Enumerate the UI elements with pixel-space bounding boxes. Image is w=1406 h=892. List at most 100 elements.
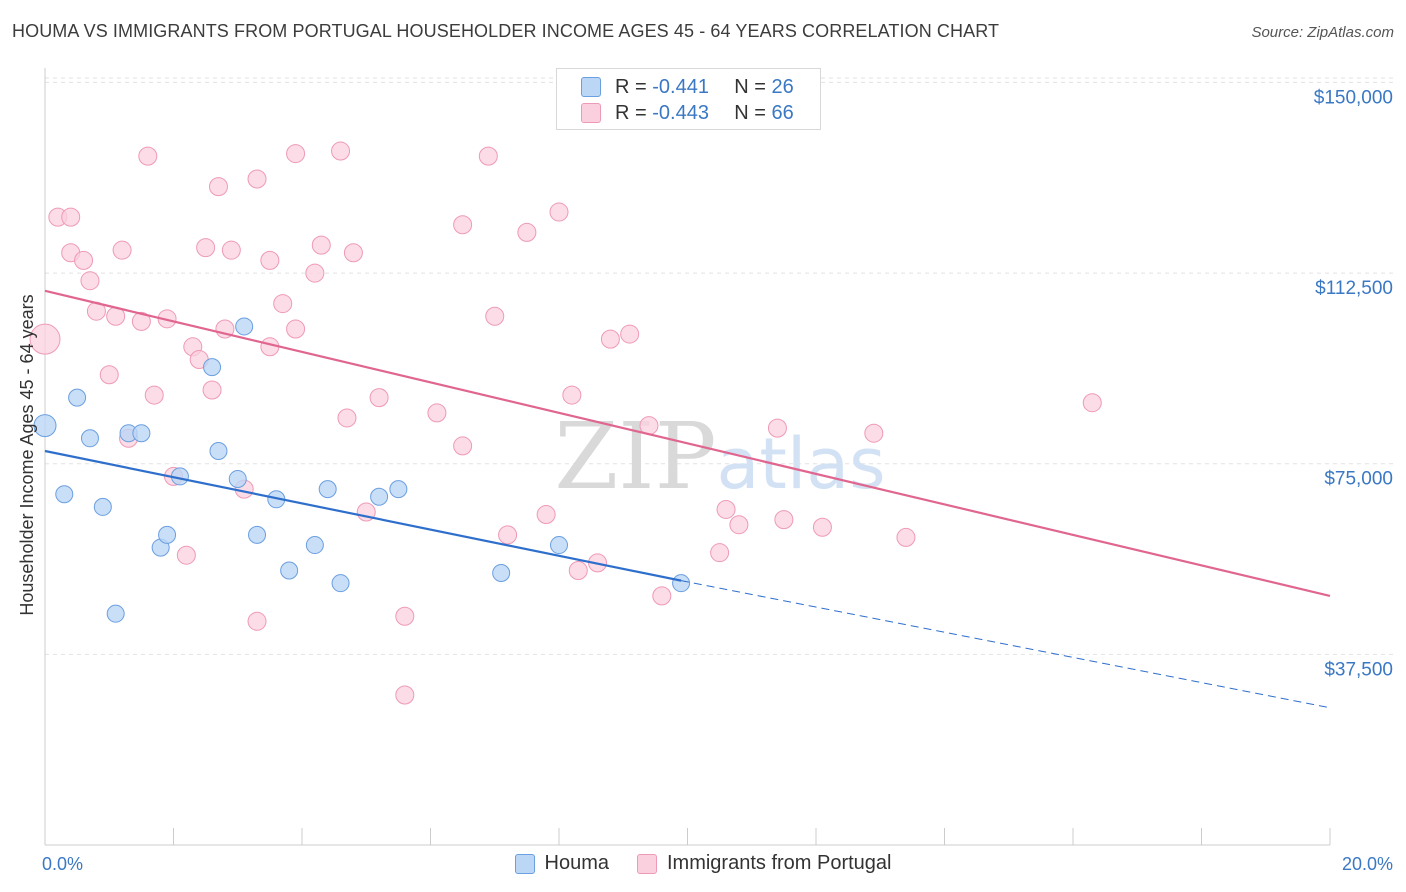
watermark-zip: ZIP [554, 403, 716, 510]
houma-point [203, 358, 222, 377]
houma-point [55, 485, 74, 504]
portugal-point [395, 685, 415, 705]
correlation-legend: R = -0.441 N = 26 R = -0.443 N = 66 [556, 68, 821, 130]
houma-point [93, 497, 112, 516]
legend-row-houma: R = -0.441 N = 26 [581, 75, 794, 99]
portugal-point [80, 271, 100, 291]
portugal-point [311, 235, 331, 255]
portugal-point [453, 436, 473, 456]
portugal-point [453, 215, 473, 235]
data-points [29, 141, 1102, 705]
legend-row-portugal: R = -0.443 N = 66 [581, 101, 794, 125]
portugal-point [562, 385, 582, 405]
y-tick-label: $37,500 [1324, 659, 1393, 680]
portugal-point [286, 144, 306, 164]
portugal-point [29, 323, 61, 355]
source-label: Source: ZipAtlas.com [1251, 24, 1394, 41]
portugal-point [176, 545, 196, 565]
series-legend: Houma Immigrants from Portugal [0, 852, 1406, 875]
legend-item-houma: Houma [514, 852, 609, 875]
n-value: 66 [771, 101, 794, 124]
portugal-point [138, 146, 158, 166]
houma-point [132, 424, 151, 443]
portugal-swatch [636, 853, 657, 874]
houma-point [389, 480, 408, 499]
houma-point [235, 317, 254, 336]
watermark-atlas: atlas [717, 423, 886, 505]
portugal-point [343, 243, 363, 263]
x-tick-label: 0.0% [42, 854, 83, 874]
portugal-point [202, 380, 222, 400]
portugal-swatch [581, 103, 601, 123]
portugal-point [498, 525, 518, 545]
chart-title: HOUMA VS IMMIGRANTS FROM PORTUGAL HOUSEH… [12, 21, 1000, 41]
legend-item-portugal: Immigrants from Portugal [636, 852, 892, 875]
houma-point [106, 604, 125, 623]
axis-labels: $37,500 $75,000 $112,500 $150,000 0.0% 20.0% H… [17, 87, 1393, 874]
portugal-point [273, 294, 293, 314]
r-label: R = [615, 75, 647, 98]
portugal-point [517, 222, 537, 242]
portugal-point [485, 306, 505, 326]
houma-point [550, 536, 568, 555]
portugal-point [221, 240, 241, 260]
portugal-point [536, 505, 556, 525]
portugal-point [286, 319, 306, 339]
portugal-point [812, 517, 832, 537]
houma-point [672, 574, 691, 593]
y-tick-label: $75,000 [1324, 469, 1393, 490]
portugal-point [568, 560, 588, 580]
grid-lines [45, 77, 1395, 655]
houma-point [492, 564, 511, 583]
portugal-point [144, 385, 164, 405]
portugal-point [1082, 393, 1102, 413]
houma-point [370, 487, 389, 506]
houma-point [68, 388, 87, 407]
portugal-point [331, 141, 351, 161]
r-label: R = [615, 101, 647, 124]
n-value: 26 [771, 75, 794, 98]
portugal-point [260, 250, 280, 270]
portugal-point [337, 408, 357, 428]
y-axis-label: Householder Income Ages 45 - 64 years [17, 294, 37, 615]
portugal-point [710, 543, 730, 563]
houma-point [80, 429, 99, 448]
portugal-point [196, 238, 216, 258]
r-value: -0.441 [652, 75, 709, 98]
legend-label-portugal: Immigrants from Portugal [666, 852, 892, 874]
houma-point [280, 561, 299, 580]
portugal-point [896, 527, 916, 547]
portugal-point [729, 515, 749, 535]
portugal-point [61, 207, 81, 227]
portugal-point [131, 311, 151, 331]
portugal-point [478, 146, 498, 166]
portugal-point [247, 169, 267, 189]
portugal-point [305, 263, 325, 283]
axes [44, 68, 1331, 846]
houma-swatch [514, 853, 535, 874]
portugal-point [112, 240, 132, 260]
portugal-point [600, 329, 620, 349]
portugal-point [247, 611, 267, 631]
portugal-point [767, 418, 787, 438]
houma-swatch [581, 77, 601, 97]
portugal-point [652, 586, 672, 606]
houma-point [248, 525, 267, 544]
n-label: N = [734, 101, 766, 124]
y-tick-label: $150,000 [1314, 87, 1393, 108]
portugal-point [208, 177, 228, 197]
portugal-point [369, 388, 389, 408]
n-label: N = [734, 75, 766, 98]
watermark: ZIPatlas [554, 403, 885, 510]
portugal-point [99, 365, 119, 385]
portugal-point [74, 250, 94, 270]
houma-trend-line [44, 449, 682, 582]
houma-point [318, 480, 337, 499]
y-tick-label: $112,500 [1315, 278, 1393, 299]
portugal-point [716, 499, 736, 519]
portugal-point [620, 324, 640, 344]
houma-point [158, 525, 177, 544]
x-tick-label: 20.0% [1342, 854, 1393, 874]
houma-point [228, 469, 247, 488]
